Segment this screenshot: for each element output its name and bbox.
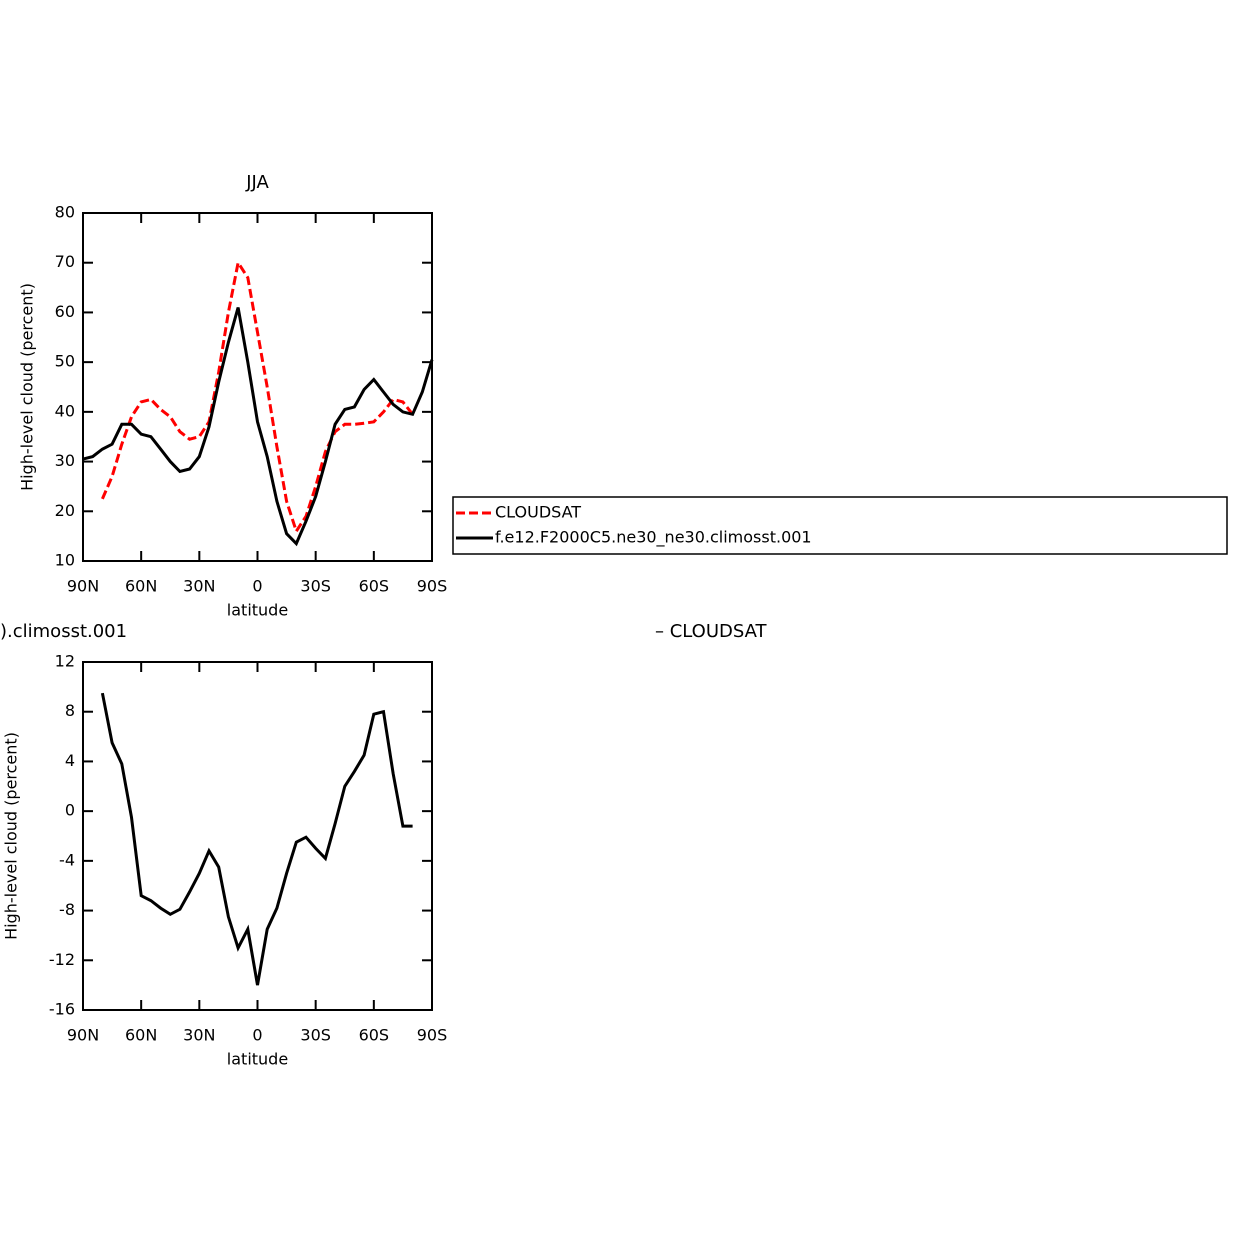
x-tick-label: 30N [183, 1026, 215, 1045]
x-tick-label: 30N [183, 577, 215, 596]
x-tick-label: 60N [125, 1026, 157, 1045]
y-tick-label: 20 [55, 501, 75, 520]
y-tick-label: -12 [49, 950, 75, 969]
y-tick-label: 0 [65, 801, 75, 820]
y-tick-label: 70 [55, 252, 75, 271]
y-tick-label: -16 [49, 1000, 75, 1019]
x-axis-label: latitude [227, 601, 288, 620]
y-tick-label: 30 [55, 451, 75, 470]
right-string: – CLOUDSAT [655, 621, 768, 642]
data-line [82, 307, 434, 547]
y-tick-label: 10 [55, 551, 75, 570]
left-string: ).climosst.001 [0, 621, 127, 642]
y-axis-label: High-level cloud (percent) [2, 732, 21, 940]
legend-label: f.e12.F2000C5.ne30_ne30.climosst.001 [495, 528, 812, 548]
y-tick-label: 8 [65, 701, 75, 720]
chart-title: JJA [245, 172, 269, 193]
data-line [100, 692, 413, 986]
x-tick-label: 0 [252, 1026, 262, 1045]
x-tick-label: 60S [359, 1026, 390, 1045]
y-tick-label: 40 [55, 401, 75, 420]
data-line [101, 258, 414, 535]
x-axis-label: latitude [227, 1050, 288, 1069]
x-tick-label: 90S [417, 1026, 448, 1045]
x-tick-label: 60N [125, 577, 157, 596]
legend-label: CLOUDSAT [495, 503, 581, 522]
x-tick-label: 60S [359, 577, 390, 596]
y-axis-label: High-level cloud (percent) [18, 283, 37, 491]
y-tick-label: 4 [65, 751, 75, 770]
y-tick-label: 80 [55, 203, 75, 222]
x-tick-label: 30S [300, 1026, 331, 1045]
x-tick-label: 90N [67, 1026, 99, 1045]
y-tick-label: 12 [55, 652, 75, 671]
y-tick-label: 50 [55, 352, 75, 371]
legend-box [452, 496, 1228, 555]
y-tick-label: -8 [59, 900, 75, 919]
x-tick-label: 90S [417, 577, 448, 596]
y-tick-label: -4 [59, 850, 75, 869]
x-tick-label: 30S [300, 577, 331, 596]
x-tick-label: 0 [252, 577, 262, 596]
x-tick-label: 90N [67, 577, 99, 596]
y-tick-label: 60 [55, 302, 75, 321]
